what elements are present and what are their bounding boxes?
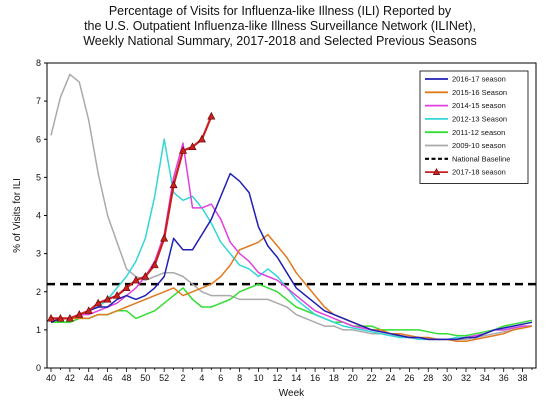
y-tick-label: 7: [36, 96, 41, 106]
x-tick-label: 46: [103, 373, 113, 383]
data-point-2017-18: [103, 294, 112, 303]
data-point-2017-18: [94, 298, 103, 307]
data-point-2017-18: [47, 313, 55, 322]
data-point-2017-18: [188, 142, 197, 150]
x-tick-label: 28: [423, 373, 433, 383]
legend-label: 2011-12 season: [452, 128, 505, 137]
data-point-2017-18: [56, 313, 65, 322]
data-point-2017-18: [169, 180, 178, 189]
x-tick-label: 18: [329, 373, 339, 383]
legend-label: 2012-13 Season: [452, 115, 507, 124]
y-tick-label: 6: [36, 134, 41, 144]
y-tick-label: 0: [36, 363, 41, 373]
chart-title-line-3: Weekly National Summary, 2017-2018 and S…: [83, 34, 477, 48]
series-line-2016-17: [50, 172, 533, 341]
x-tick-label: 34: [480, 373, 490, 383]
x-tick-label: 20: [348, 373, 358, 383]
legend-label: 2014-15 season: [452, 101, 506, 110]
data-point-2017-18: [131, 275, 140, 284]
x-tick-label: 14: [291, 373, 301, 383]
x-tick-label: 24: [386, 373, 396, 383]
y-axis-label: % of Visits for ILI: [12, 178, 23, 253]
x-tick-label: 6: [218, 373, 223, 383]
y-tick-label: 1: [36, 325, 41, 335]
data-point-2017-18: [75, 310, 84, 318]
y-tick-label: 8: [36, 58, 41, 68]
chart-title-line-2: the U.S. Outpatient Influenza-like Illne…: [84, 19, 476, 33]
data-point-2017-18: [179, 146, 188, 154]
x-tick-label: 50: [140, 373, 150, 383]
x-tick-label: 16: [310, 373, 320, 383]
x-tick-label: 12: [272, 373, 282, 383]
series-line-2011-12: [51, 283, 533, 337]
data-point-2017-18: [160, 233, 169, 242]
data-point-2017-18: [197, 134, 206, 143]
x-tick-label: 44: [84, 373, 94, 383]
legend-label: 2016-17 season: [452, 75, 506, 84]
data-point-2017-18: [141, 272, 150, 280]
data-point-2017-18: [207, 111, 216, 120]
x-tick-label: 52: [159, 373, 169, 383]
y-tick-label: 3: [36, 249, 41, 259]
y-tick-label: 4: [36, 211, 41, 221]
legend: [419, 70, 529, 184]
legend-label: 2009-10 season: [452, 141, 506, 150]
x-tick-label: 8: [237, 373, 242, 383]
series-line-2012-13: [50, 138, 532, 341]
x-axis-label: Week: [279, 388, 305, 399]
x-tick-label: 42: [65, 373, 75, 383]
x-tick-label: 4: [199, 373, 204, 383]
x-tick-label: 32: [461, 373, 471, 383]
chart-title-line-1: Percentage of Visits for Influenza-like …: [108, 4, 452, 18]
data-point-2017-18: [84, 306, 93, 314]
series-line-2015-16: [51, 233, 533, 343]
x-tick-label: 2: [181, 373, 186, 383]
legend-label: National Baseline: [452, 154, 510, 163]
x-tick-label: 48: [121, 373, 131, 383]
x-tick-label: 22: [367, 373, 377, 383]
y-tick-label: 2: [36, 287, 41, 297]
legend-marker: [432, 167, 441, 175]
x-tick-label: 36: [499, 373, 509, 383]
legend-label: 2015-16 Season: [452, 88, 507, 97]
x-tick-label: 10: [253, 373, 263, 383]
y-tick-label: 5: [36, 172, 41, 182]
data-point-2017-18: [113, 291, 122, 299]
x-tick-label: 26: [404, 373, 414, 383]
legend-label: 2017-18 season: [452, 168, 506, 177]
x-tick-label: 40: [46, 373, 56, 383]
x-tick-label: 38: [518, 373, 528, 383]
data-point-2017-18: [122, 283, 131, 292]
x-tick-label: 30: [442, 373, 452, 383]
data-point-2017-18: [65, 313, 74, 322]
data-point-2017-18: [150, 260, 159, 269]
